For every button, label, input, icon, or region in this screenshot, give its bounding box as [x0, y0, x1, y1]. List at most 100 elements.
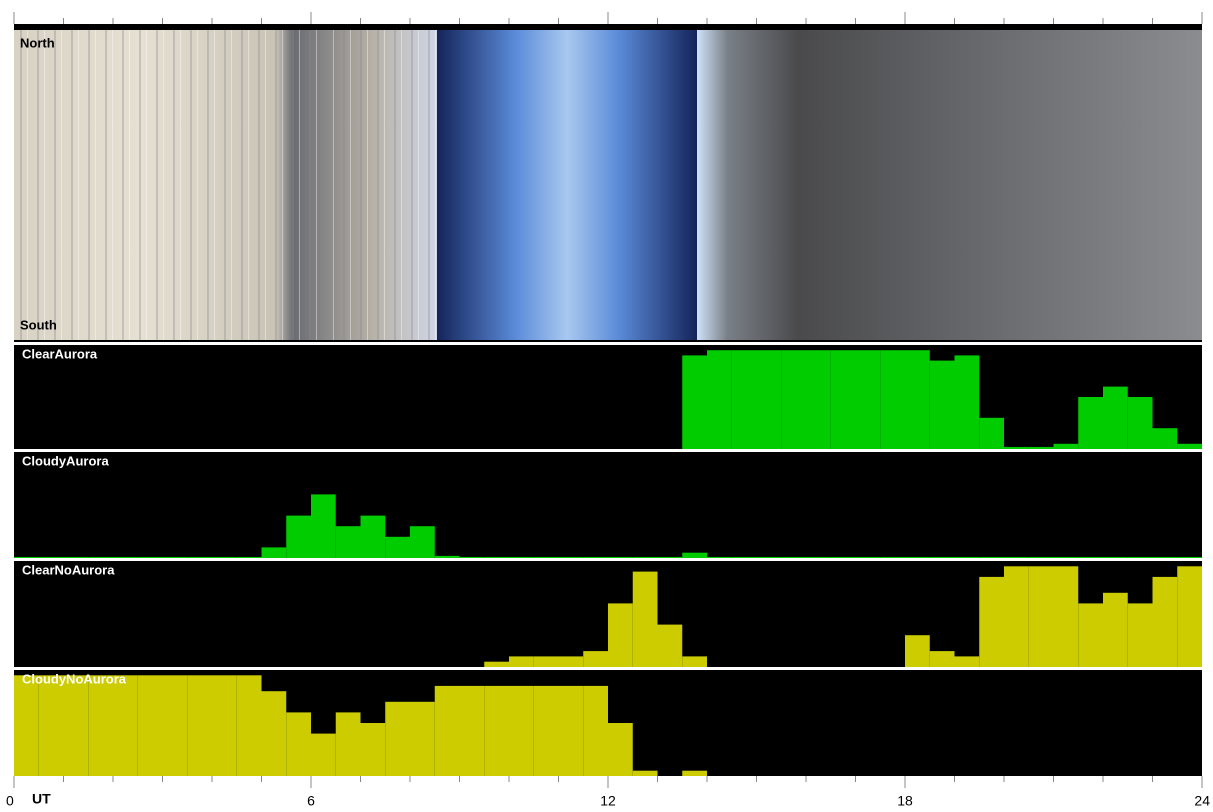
- probability-bar: [1004, 447, 1029, 449]
- probability-bar: [682, 771, 707, 776]
- page: {"chart_data": { "type": "bar", "keogram…: [0, 0, 1213, 812]
- probability-bar: [212, 557, 237, 558]
- probability-bar: [658, 557, 683, 558]
- probability-bar: [831, 557, 856, 558]
- probability-bar: [534, 656, 559, 667]
- probability-bar: [88, 557, 113, 558]
- probability-bar: [410, 702, 435, 776]
- panel-background: [14, 345, 1202, 449]
- probability-bar: [311, 494, 336, 558]
- probability-bar: [484, 686, 509, 776]
- probability-bar: [64, 557, 89, 558]
- probability-bar: [163, 557, 188, 558]
- probability-bar: [781, 557, 806, 558]
- probability-bar: [608, 723, 633, 776]
- probability-bar: [187, 675, 212, 776]
- probability-bar: [732, 557, 757, 558]
- probability-bar: [484, 662, 509, 667]
- panel-label: ClearNoAurora: [22, 562, 115, 577]
- probability-bar: [930, 557, 955, 558]
- probability-bar: [1078, 397, 1103, 449]
- probability-bar: [682, 553, 707, 558]
- probability-bar: [1054, 557, 1079, 558]
- probability-bar: [583, 686, 608, 776]
- probability-bar: [880, 557, 905, 558]
- probability-bar: [905, 350, 930, 449]
- probability-bar: [212, 675, 237, 776]
- probability-bar: [435, 556, 460, 558]
- probability-bar: [856, 557, 881, 558]
- probability-bar: [509, 557, 534, 558]
- probability-bar: [930, 361, 955, 449]
- probability-bar: [559, 557, 584, 558]
- probability-bar: [955, 355, 980, 449]
- probability-bar: [682, 355, 707, 449]
- probability-bar: [608, 557, 633, 558]
- probability-bar: [509, 656, 534, 667]
- probability-bar: [633, 572, 658, 667]
- x-tick-label: 12: [600, 793, 616, 809]
- probability-bar: [311, 734, 336, 776]
- probability-bar: [979, 418, 1004, 449]
- probability-bar: [583, 557, 608, 558]
- panel-label: ClearAurora: [22, 346, 98, 361]
- x-tick-label: 24: [1194, 793, 1210, 809]
- probability-bar: [64, 675, 89, 776]
- chart: North South UT ClearAuroraCloudyAuroraCl…: [0, 0, 1213, 812]
- probability-bar: [633, 557, 658, 558]
- x-tick-label: 18: [897, 793, 913, 809]
- probability-bar: [286, 516, 311, 558]
- panel-label: CloudyNoAurora: [22, 671, 127, 686]
- probability-bar: [138, 557, 163, 558]
- probability-bar: [781, 350, 806, 449]
- probability-bar: [113, 675, 138, 776]
- probability-bar: [1128, 397, 1153, 449]
- probability-bar: [1103, 557, 1128, 558]
- probability-bar: [1128, 603, 1153, 667]
- probability-bar: [336, 712, 361, 776]
- probability-bar: [955, 557, 980, 558]
- probability-bar: [1153, 557, 1178, 558]
- probability-bar: [14, 557, 39, 558]
- probability-bar: [1029, 566, 1054, 667]
- probability-bar: [460, 557, 485, 558]
- probability-bar: [460, 686, 485, 776]
- probability-bar: [757, 557, 782, 558]
- keogram-night-clear: [697, 30, 1202, 340]
- probability-bar: [385, 702, 410, 776]
- probability-bar: [39, 557, 64, 558]
- probability-bar: [237, 557, 262, 558]
- probability-bar: [385, 537, 410, 558]
- probability-bar: [484, 557, 509, 558]
- probability-bar: [1177, 566, 1202, 667]
- probability-bar: [138, 675, 163, 776]
- probability-bar: [1153, 577, 1178, 667]
- probability-bar: [509, 686, 534, 776]
- probability-bar: [856, 350, 881, 449]
- probability-bar: [410, 526, 435, 558]
- probability-bar: [534, 686, 559, 776]
- probability-bar: [361, 516, 386, 558]
- probability-bar: [1078, 557, 1103, 558]
- probability-bar: [39, 675, 64, 776]
- probability-bar: [336, 526, 361, 558]
- probability-bar: [608, 603, 633, 667]
- panel-background: [14, 452, 1202, 558]
- probability-bar: [905, 557, 930, 558]
- probability-bar: [1054, 566, 1079, 667]
- probability-bar: [955, 656, 980, 667]
- probability-bar: [361, 723, 386, 776]
- probability-bar: [286, 712, 311, 776]
- probability-bar: [880, 350, 905, 449]
- probability-bar: [1153, 428, 1178, 449]
- probability-bar: [930, 651, 955, 667]
- probability-bar: [262, 691, 287, 776]
- probability-bar: [979, 577, 1004, 667]
- probability-bar: [113, 557, 138, 558]
- probability-bar: [1103, 593, 1128, 667]
- probability-bar: [1103, 387, 1128, 449]
- x-axis-label: UT: [32, 791, 51, 807]
- probability-bar: [262, 547, 287, 558]
- probability-bar: [559, 656, 584, 667]
- x-tick-label: 0: [6, 793, 14, 809]
